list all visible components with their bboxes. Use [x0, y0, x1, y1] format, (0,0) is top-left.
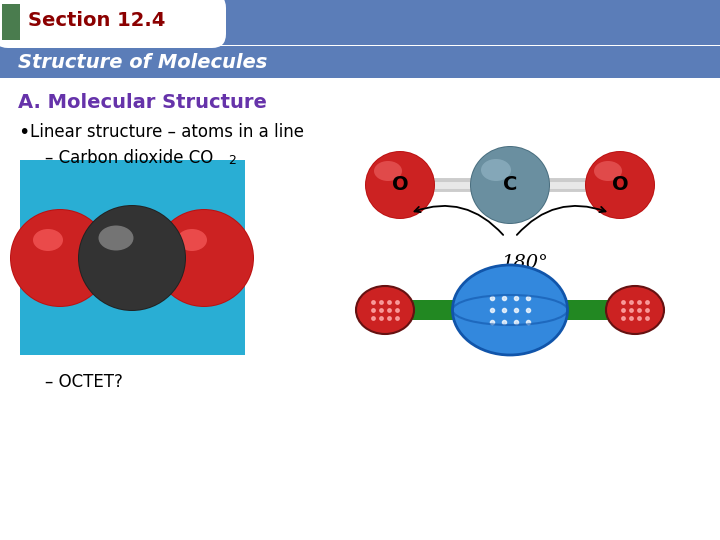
- Text: Linear structure – atoms in a line: Linear structure – atoms in a line: [30, 123, 304, 141]
- Text: Structure of Molecules: Structure of Molecules: [18, 52, 267, 71]
- Text: O: O: [392, 176, 408, 194]
- Text: •: •: [18, 123, 30, 141]
- Text: O: O: [612, 176, 629, 194]
- Text: 2: 2: [228, 154, 236, 167]
- FancyBboxPatch shape: [20, 160, 245, 355]
- Ellipse shape: [366, 152, 434, 218]
- Text: – OCTET?: – OCTET?: [45, 373, 123, 391]
- Text: C: C: [503, 176, 517, 194]
- FancyBboxPatch shape: [0, 46, 720, 78]
- Ellipse shape: [365, 151, 435, 219]
- Ellipse shape: [79, 206, 185, 310]
- Ellipse shape: [10, 209, 110, 307]
- Ellipse shape: [155, 210, 253, 306]
- Ellipse shape: [594, 161, 622, 181]
- FancyBboxPatch shape: [2, 4, 20, 40]
- Ellipse shape: [99, 226, 133, 251]
- Ellipse shape: [452, 265, 567, 355]
- Ellipse shape: [481, 159, 511, 181]
- FancyBboxPatch shape: [0, 0, 226, 48]
- Ellipse shape: [470, 146, 550, 224]
- Ellipse shape: [606, 286, 664, 334]
- Ellipse shape: [356, 286, 414, 334]
- FancyBboxPatch shape: [0, 0, 720, 45]
- Text: A. Molecular Structure: A. Molecular Structure: [18, 92, 267, 111]
- Ellipse shape: [33, 229, 63, 251]
- Ellipse shape: [11, 210, 109, 306]
- Text: 180°: 180°: [502, 254, 549, 272]
- Ellipse shape: [471, 147, 549, 223]
- Ellipse shape: [78, 205, 186, 311]
- Ellipse shape: [374, 161, 402, 181]
- Ellipse shape: [154, 209, 254, 307]
- Ellipse shape: [177, 229, 207, 251]
- FancyBboxPatch shape: [370, 300, 650, 320]
- Ellipse shape: [586, 152, 654, 218]
- Text: – Carbon dioxide CO: – Carbon dioxide CO: [45, 149, 213, 167]
- Ellipse shape: [585, 151, 655, 219]
- FancyBboxPatch shape: [0, 78, 720, 540]
- Text: Section 12.4: Section 12.4: [28, 11, 166, 30]
